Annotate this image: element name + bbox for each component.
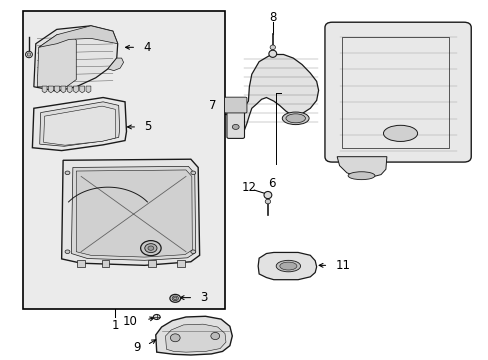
Polygon shape <box>39 26 118 47</box>
Ellipse shape <box>27 53 31 56</box>
FancyBboxPatch shape <box>325 22 470 162</box>
Text: 3: 3 <box>200 291 207 304</box>
Bar <box>341 37 448 148</box>
Ellipse shape <box>279 262 296 270</box>
Bar <box>22 12 224 309</box>
Text: 9: 9 <box>133 341 141 354</box>
Ellipse shape <box>65 250 70 253</box>
Ellipse shape <box>282 112 308 125</box>
Text: 11: 11 <box>335 259 350 272</box>
Ellipse shape <box>25 51 32 58</box>
Ellipse shape <box>347 172 374 180</box>
Polygon shape <box>108 58 123 71</box>
Ellipse shape <box>276 260 300 272</box>
Polygon shape <box>156 316 232 355</box>
Polygon shape <box>61 86 66 93</box>
FancyBboxPatch shape <box>226 109 244 138</box>
Ellipse shape <box>173 297 177 300</box>
Ellipse shape <box>190 250 195 253</box>
Text: 12: 12 <box>242 181 256 194</box>
Ellipse shape <box>153 315 160 319</box>
Bar <box>102 260 109 267</box>
Polygon shape <box>43 106 116 145</box>
Polygon shape <box>76 170 192 257</box>
Ellipse shape <box>190 171 195 175</box>
Polygon shape <box>258 252 316 280</box>
Polygon shape <box>336 157 386 177</box>
Polygon shape <box>40 102 120 146</box>
Ellipse shape <box>268 50 276 57</box>
Polygon shape <box>34 26 118 91</box>
Text: 1: 1 <box>111 319 119 332</box>
Text: 5: 5 <box>144 121 151 134</box>
Polygon shape <box>80 86 84 93</box>
Polygon shape <box>42 86 47 93</box>
Ellipse shape <box>383 125 417 141</box>
Bar <box>148 260 156 267</box>
Ellipse shape <box>264 199 270 204</box>
Text: 7: 7 <box>208 99 216 112</box>
Ellipse shape <box>210 332 219 339</box>
Polygon shape <box>71 166 195 260</box>
Ellipse shape <box>172 296 178 301</box>
Ellipse shape <box>144 244 157 253</box>
Polygon shape <box>165 324 225 352</box>
Polygon shape <box>243 54 318 130</box>
Text: 4: 4 <box>143 41 150 54</box>
Ellipse shape <box>285 114 305 123</box>
Polygon shape <box>61 159 199 265</box>
Polygon shape <box>73 86 78 93</box>
Ellipse shape <box>264 192 271 199</box>
Ellipse shape <box>232 125 239 130</box>
FancyBboxPatch shape <box>224 97 246 113</box>
Polygon shape <box>37 35 76 87</box>
Ellipse shape <box>269 45 275 50</box>
Text: 10: 10 <box>122 315 137 328</box>
Polygon shape <box>32 98 126 150</box>
Ellipse shape <box>148 246 154 250</box>
Text: 6: 6 <box>267 177 275 190</box>
Bar <box>177 260 184 267</box>
Polygon shape <box>48 86 53 93</box>
Ellipse shape <box>141 240 161 256</box>
Ellipse shape <box>65 171 70 175</box>
Polygon shape <box>86 86 91 93</box>
Ellipse shape <box>170 334 180 342</box>
Polygon shape <box>55 86 60 93</box>
Ellipse shape <box>169 294 180 302</box>
Bar <box>77 260 85 267</box>
Text: 8: 8 <box>268 12 276 24</box>
Polygon shape <box>67 86 72 93</box>
Text: 2: 2 <box>168 248 176 261</box>
